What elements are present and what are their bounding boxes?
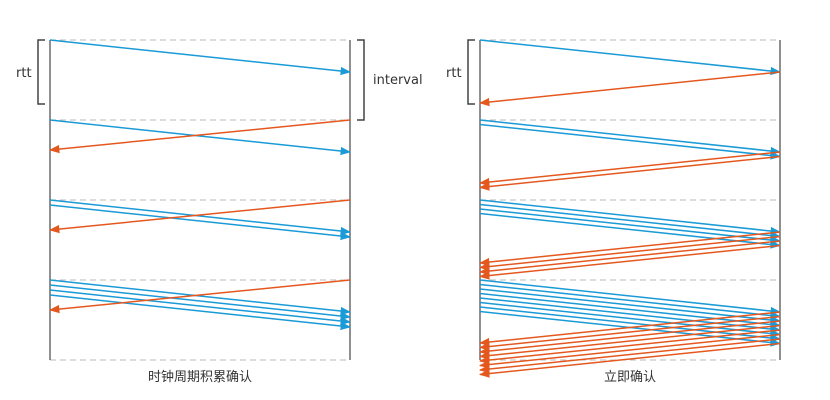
send-arrow [49,279,352,316]
send-arrow [49,199,352,236]
immediate-arrows [478,39,782,378]
interval-bracket [357,39,365,121]
send-arrow [479,212,782,249]
ack-arrow [478,338,781,374]
send-arrow [49,39,352,76]
rtt-label: rtt [446,66,462,81]
rtt-label: rtt [16,66,32,81]
ack-arrow [48,199,351,234]
send-arrow [479,123,782,160]
ack-arrow [478,240,781,276]
rtt-bracket [467,39,475,105]
send-arrow [49,289,352,326]
send-arrow [49,119,352,156]
send-arrow [49,294,352,331]
panel-clock-dashes [50,39,350,361]
send-arrow [479,39,782,76]
panel-caption: 时钟周期积累确认 [148,369,252,385]
ack-arrow [478,155,781,191]
send-arrow [479,283,782,320]
send-arrow [479,199,782,236]
send-arrow [49,204,352,241]
ack-arrow [478,329,781,365]
ack-arrow [478,324,781,360]
ack-arrow [478,333,781,369]
ack-arrow [478,235,781,271]
ack-arrow [478,151,781,187]
send-arrow [479,119,782,156]
ack-arrow [478,320,781,356]
send-arrow [479,288,782,325]
send-arrow [479,306,782,343]
send-arrow [479,292,782,329]
rtt-bracket [37,39,45,105]
ack-arrow [478,231,781,267]
ack-arrow [478,244,781,280]
interval-label: interval [373,73,423,88]
send-arrow [49,284,352,321]
ack-arrow [48,119,351,154]
clock-arrows [48,39,352,331]
send-arrow [479,203,782,240]
panel-immediate: rtt 立即确认 [446,39,782,385]
ack-arrow [48,279,351,314]
send-arrow [479,279,782,316]
panel-caption: 立即确认 [604,370,656,385]
ack-arrow [478,342,781,378]
ack-arrow [478,315,781,351]
send-arrow [479,297,782,334]
send-arrow [479,301,782,338]
ack-arrow [478,71,781,107]
send-arrow [479,208,782,245]
panel-clock: rtt interval 时钟周期积累确认 [16,39,423,385]
ack-arrow [478,311,781,347]
